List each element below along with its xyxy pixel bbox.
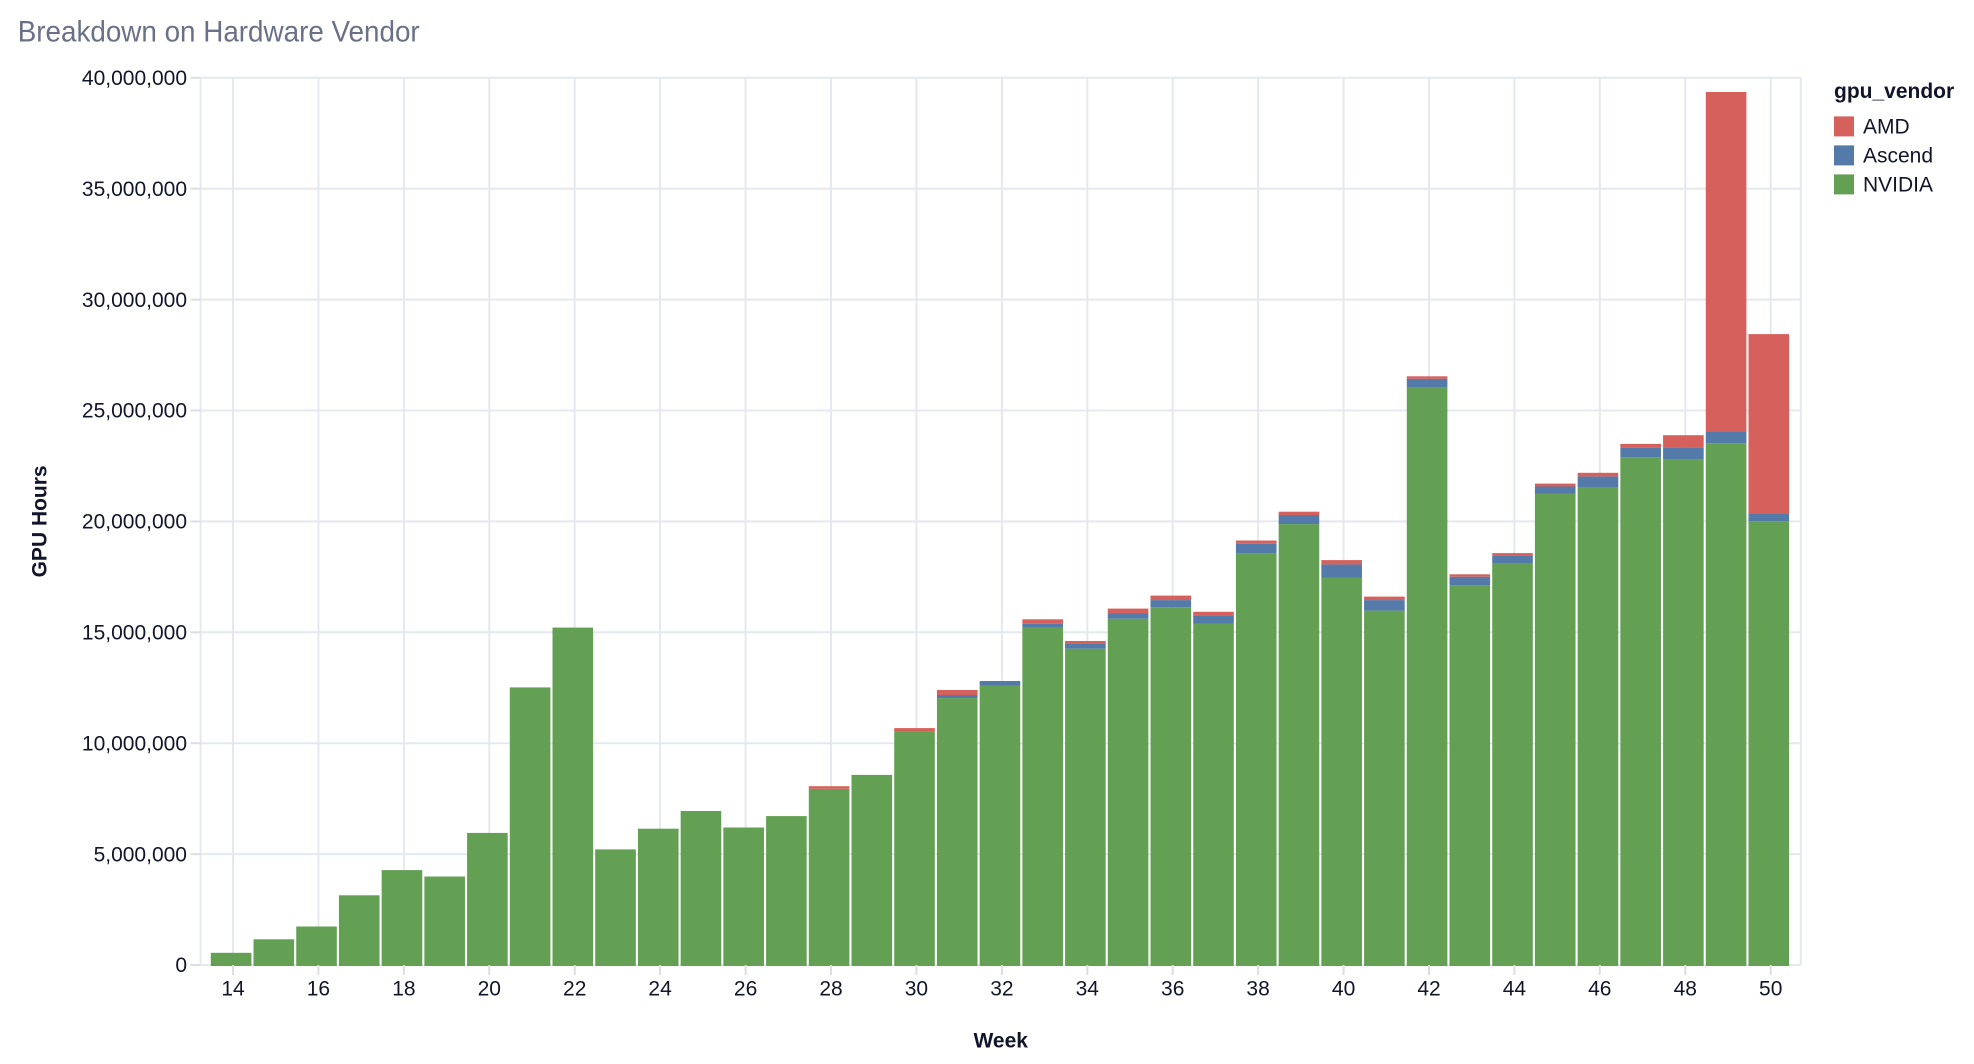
svg-text:38: 38 (1246, 978, 1269, 1001)
svg-text:5,000,000: 5,000,000 (94, 843, 187, 866)
svg-text:14: 14 (221, 978, 245, 1001)
svg-text:16: 16 (307, 978, 330, 1001)
svg-text:10,000,000: 10,000,000 (82, 732, 187, 755)
svg-text:50: 50 (1759, 978, 1782, 1001)
svg-text:15,000,000: 15,000,000 (82, 622, 187, 645)
svg-text:48: 48 (1674, 978, 1697, 1001)
svg-text:22: 22 (563, 978, 586, 1001)
svg-text:26: 26 (734, 978, 757, 1001)
svg-text:30,000,000: 30,000,000 (82, 289, 187, 312)
svg-text:20: 20 (478, 978, 501, 1001)
svg-text:Week: Week (973, 1030, 1028, 1053)
svg-text:gpu_vendor: gpu_vendor (1834, 80, 1954, 103)
svg-text:36: 36 (1161, 978, 1184, 1001)
svg-text:25,000,000: 25,000,000 (82, 400, 187, 423)
svg-text:28: 28 (819, 978, 842, 1001)
svg-text:18: 18 (392, 978, 415, 1001)
svg-text:44: 44 (1503, 978, 1527, 1001)
svg-text:Ascend: Ascend (1863, 145, 1933, 168)
svg-text:40: 40 (1332, 978, 1355, 1001)
svg-text:AMD: AMD (1863, 116, 1910, 139)
svg-text:42: 42 (1417, 978, 1440, 1001)
svg-text:NVIDIA: NVIDIA (1863, 174, 1933, 197)
svg-text:34: 34 (1076, 978, 1100, 1001)
svg-text:20,000,000: 20,000,000 (82, 511, 187, 534)
svg-text:24: 24 (648, 978, 672, 1001)
svg-text:30: 30 (905, 978, 928, 1001)
svg-text:0: 0 (175, 954, 187, 977)
svg-text:32: 32 (990, 978, 1013, 1001)
svg-text:Breakdown on Hardware Vendor: Breakdown on Hardware Vendor (18, 16, 420, 49)
svg-text:GPU Hours: GPU Hours (29, 465, 52, 577)
svg-text:35,000,000: 35,000,000 (82, 178, 187, 201)
svg-text:40,000,000: 40,000,000 (82, 67, 187, 90)
svg-text:46: 46 (1588, 978, 1611, 1001)
